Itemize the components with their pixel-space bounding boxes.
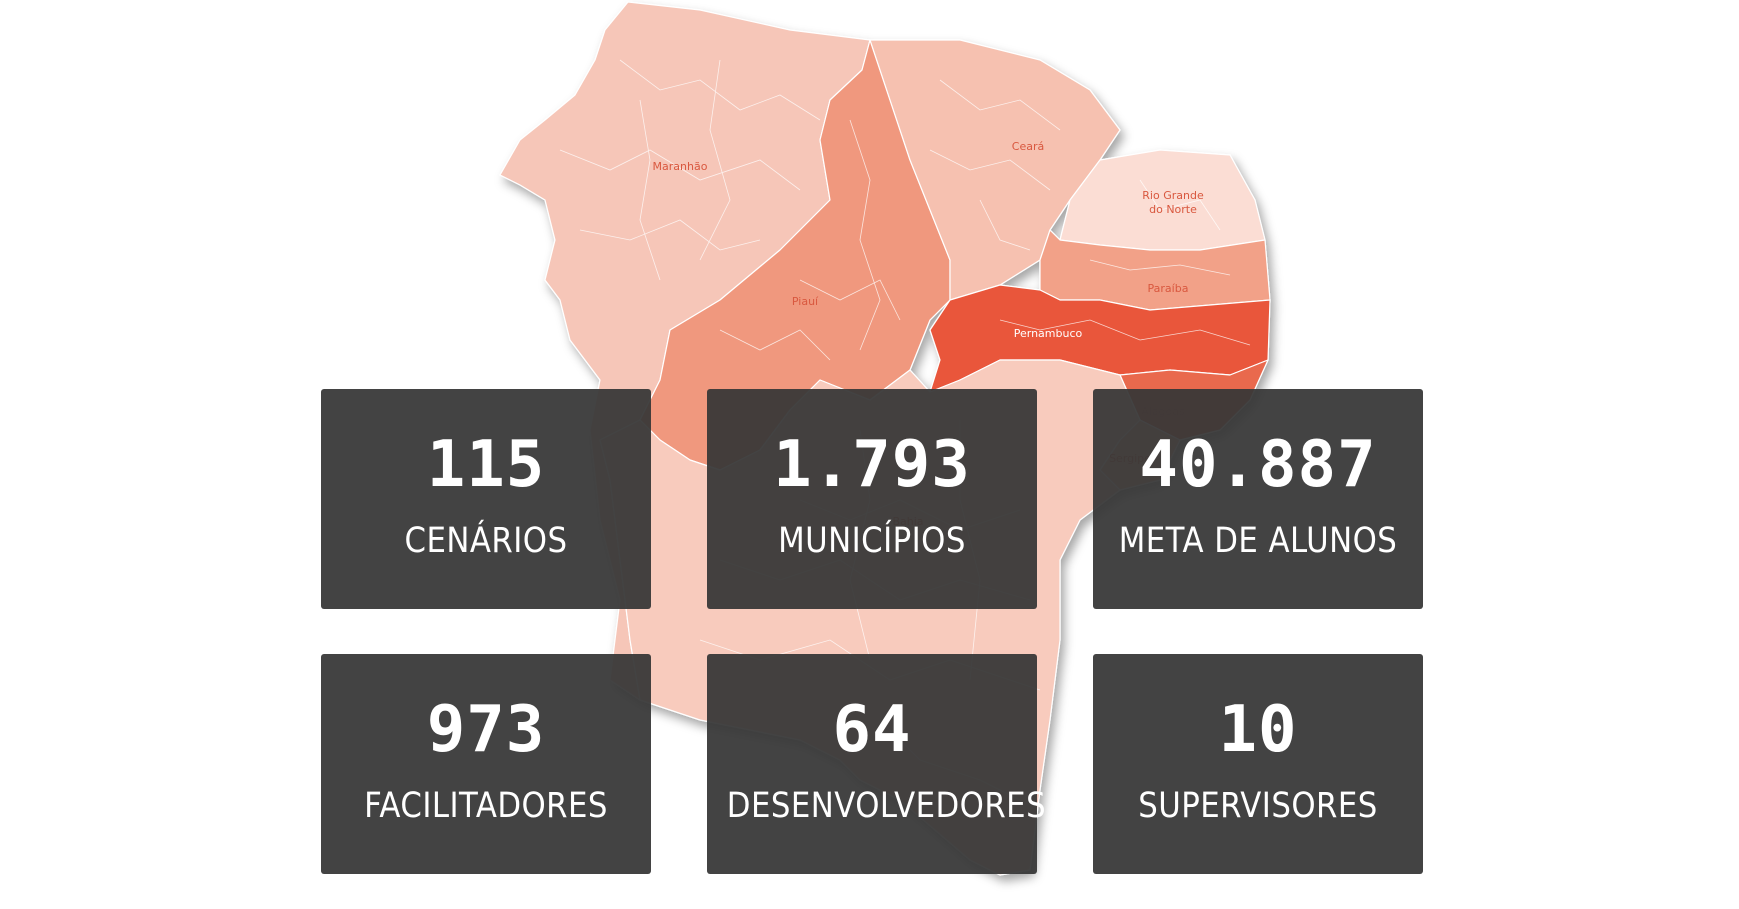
label-rio-grande-do-norte-line1: Rio Grande	[1142, 189, 1204, 202]
stat-label: META DE ALUNOS	[1118, 521, 1398, 561]
stat-label: DESENVOLVEDORES	[726, 786, 1047, 826]
stat-label: SUPERVISORES	[1138, 786, 1378, 826]
stat-card-meta-de-alunos: 40.887 META DE ALUNOS	[1093, 389, 1423, 609]
state-ceara	[869, 39, 1121, 301]
label-piaui: Piauí	[792, 295, 819, 308]
stat-label: FACILITADORES	[364, 786, 608, 826]
stat-card-cenarios: 115 CENÁRIOS	[321, 389, 651, 609]
stat-card-desenvolvedores: 64 DESENVOLVEDORES	[707, 654, 1047, 874]
stat-value: 973	[426, 693, 546, 767]
stat-card-supervisores: 10 SUPERVISORES	[1093, 654, 1423, 874]
stat-label: MUNICÍPIOS	[778, 521, 966, 561]
label-rio-grande-do-norte-line2: do Norte	[1149, 203, 1197, 216]
label-maranhao: Maranhão	[653, 160, 708, 173]
stat-value: 64	[832, 693, 912, 767]
label-ceara: Ceará	[1012, 140, 1044, 153]
label-pernambuco: Pernambuco	[1014, 327, 1083, 340]
stat-card-facilitadores: 973 FACILITADORES	[321, 654, 651, 874]
stat-label: CENÁRIOS	[404, 521, 568, 561]
stat-value: 10	[1218, 693, 1298, 767]
stat-card-municipios: 1.793 MUNICÍPIOS	[707, 389, 1037, 609]
stat-value: 115	[426, 428, 546, 502]
stat-value: 40.887	[1139, 428, 1377, 502]
label-paraiba: Paraíba	[1148, 282, 1189, 295]
stat-value: 1.793	[773, 428, 971, 502]
